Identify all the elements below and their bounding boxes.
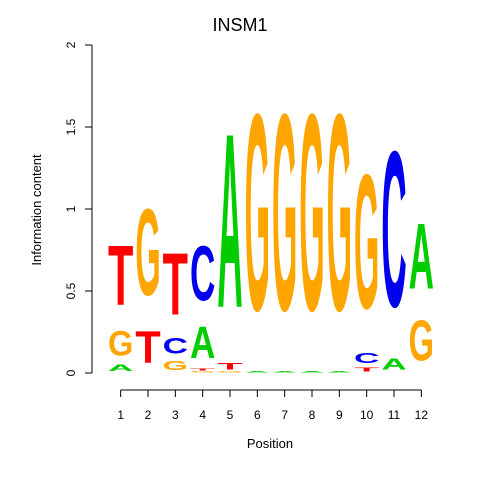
y-tick-label: 1 bbox=[64, 205, 78, 212]
letter-A-position-8: A bbox=[299, 371, 324, 373]
letter-G-position-2: G bbox=[135, 186, 160, 323]
letter-C-position-4: C bbox=[190, 229, 215, 317]
x-tick-label: 8 bbox=[309, 408, 316, 422]
logo-stack-position-6: AG bbox=[245, 57, 270, 373]
letter-T-position-1: T bbox=[108, 230, 133, 324]
letter-G-position-5: G bbox=[217, 371, 242, 373]
letter-G-position-4: G bbox=[190, 371, 215, 373]
letter-A-position-5: A bbox=[217, 81, 242, 360]
letter-A-position-6: A bbox=[245, 371, 270, 373]
letter-A-position-7: A bbox=[272, 371, 297, 373]
letter-A-position-9: A bbox=[327, 371, 352, 373]
letter-G-position-9: G bbox=[327, 57, 352, 370]
y-tick-label: 2 bbox=[64, 41, 78, 48]
letter-G-position-7: G bbox=[272, 57, 297, 370]
logo-stack-position-5: GTA bbox=[217, 81, 242, 373]
letter-T-position-3: T bbox=[163, 235, 188, 333]
logo-stack-position-12: GA bbox=[409, 204, 434, 373]
y-axis: 0 0.5 1 1.5 2 bbox=[64, 41, 93, 376]
letter-A-position-1: A bbox=[108, 364, 133, 374]
x-tick-label: 4 bbox=[199, 408, 206, 422]
x-axis: 1 2 3 4 5 6 7 8 9 10 11 12 bbox=[117, 389, 429, 422]
letter-A-position-12: A bbox=[409, 204, 434, 309]
x-tick-label: 1 bbox=[117, 408, 124, 422]
x-tick-label: 12 bbox=[415, 408, 429, 422]
logo-stack-position-10: TCG bbox=[354, 135, 379, 373]
x-tick-label: 2 bbox=[145, 408, 152, 422]
x-tick-label: 3 bbox=[172, 408, 179, 422]
letter-T-position-10: T bbox=[354, 367, 379, 374]
y-tick-label: 1.5 bbox=[64, 118, 78, 135]
x-axis-label: Position bbox=[247, 436, 293, 451]
x-tick-label: 11 bbox=[388, 408, 401, 422]
letter-C-position-11: C bbox=[381, 105, 406, 354]
letter-G-position-1: G bbox=[108, 324, 133, 363]
letter-A-position-11: A bbox=[381, 355, 406, 373]
x-tick-label: 6 bbox=[254, 408, 261, 422]
logo-stack-position-9: AG bbox=[327, 57, 352, 373]
y-axis-label: Information content bbox=[29, 154, 44, 266]
letter-C-position-3: C bbox=[163, 335, 188, 359]
y-tick-label: 0.5 bbox=[64, 282, 78, 299]
logo-stack-position-7: AG bbox=[272, 57, 297, 373]
logo-stack-position-8: AG bbox=[299, 57, 324, 373]
letter-T-position-4: T bbox=[190, 368, 215, 371]
logo-stack-position-3: GCT bbox=[163, 235, 188, 373]
letter-G-position-6: G bbox=[245, 57, 270, 370]
x-tick-label: 9 bbox=[336, 408, 343, 422]
letter-G-position-10: G bbox=[354, 135, 379, 350]
logo-stack-position-11: AC bbox=[381, 105, 406, 373]
letter-T-position-5: T bbox=[217, 362, 242, 372]
letter-T-position-2: T bbox=[135, 323, 161, 373]
y-tick-label: 0 bbox=[64, 369, 78, 376]
chart-title: INSM1 bbox=[212, 15, 267, 35]
logo-stack-position-2: TG bbox=[135, 186, 161, 374]
letter-G-position-8: G bbox=[299, 57, 324, 370]
logo-stack-position-1: AGT bbox=[108, 230, 133, 373]
letter-G-position-12: G bbox=[409, 309, 434, 373]
letter-C-position-10: C bbox=[354, 350, 379, 366]
x-tick-label: 5 bbox=[227, 408, 234, 422]
letter-G-position-3: G bbox=[163, 359, 188, 373]
letter-A-position-4: A bbox=[190, 317, 215, 368]
x-tick-label: 10 bbox=[360, 408, 374, 422]
x-tick-label: 7 bbox=[281, 408, 288, 422]
